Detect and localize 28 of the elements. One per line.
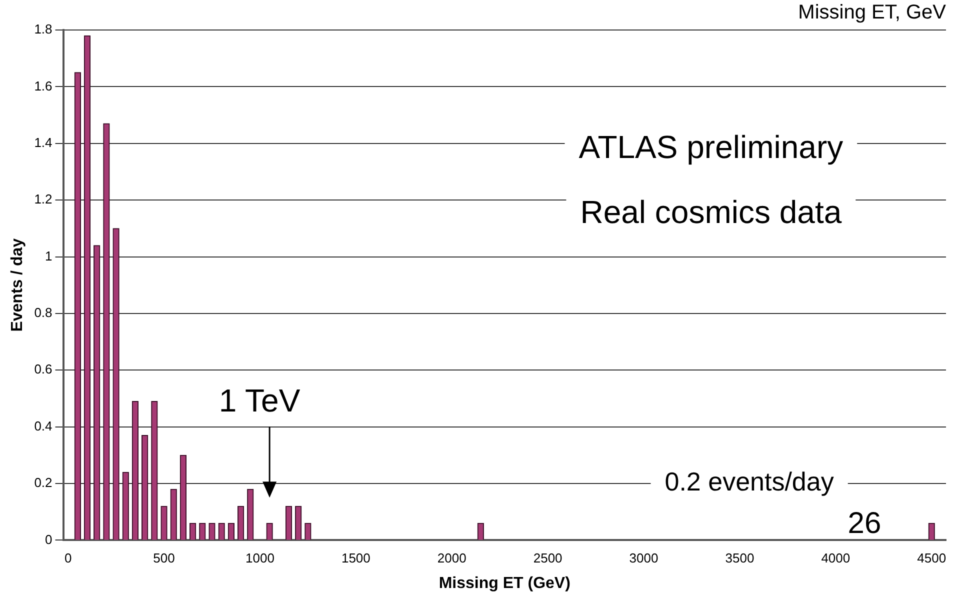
annotation: ATLAS preliminary	[578, 128, 844, 165]
y-tick-label: 1.8	[34, 22, 52, 37]
x-tick-label: 3500	[725, 550, 754, 566]
y-tick-label: 0.4	[34, 418, 52, 434]
x-tick-label: 4000	[821, 550, 850, 566]
y-tick-label: 0	[45, 532, 52, 547]
y-tick-label: 1.2	[34, 192, 52, 207]
annotation: 1 TeV	[218, 382, 301, 419]
y-tick-label: 1.6	[34, 78, 52, 94]
x-tick-label: 500	[153, 550, 175, 566]
annotation: Real cosmics data	[580, 194, 842, 230]
x-axis-title: Missing ET (GeV)	[438, 574, 570, 592]
y-tick-label: 0.6	[34, 362, 52, 377]
y-tick-label: 0.2	[34, 475, 52, 490]
x-tick-label: 4500	[917, 550, 946, 566]
text: Missing ET, GeV	[798, 2, 947, 24]
x-tick-label: 1000	[246, 550, 274, 566]
annotation: 0.2 events/day	[664, 466, 834, 497]
y-tick-label: 0.8	[34, 305, 52, 320]
annotation: 26	[848, 506, 882, 540]
y-tick-label: 1	[45, 248, 52, 264]
x-tick-label: 0	[64, 550, 72, 566]
y-axis-title: Events / day	[9, 238, 26, 332]
x-tick-label: 1500	[341, 550, 370, 566]
x-tick-label: 2000	[437, 550, 466, 566]
x-tick-label: 3000	[629, 550, 658, 566]
y-tick-label: 1.4	[34, 134, 52, 150]
x-tick-label: 2500	[533, 550, 562, 566]
